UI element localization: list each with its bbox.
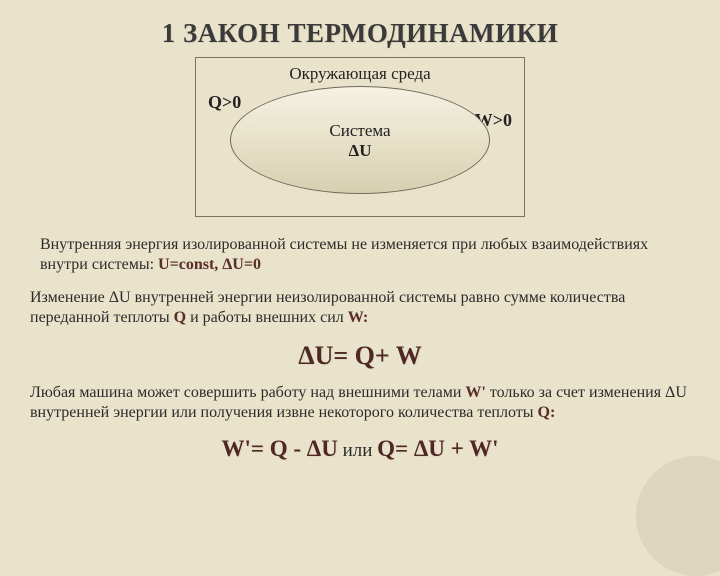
system-delta-u: ΔU bbox=[349, 141, 372, 161]
paragraph-nonisolated-system: Изменение ΔU внутренней энергии неизолир… bbox=[30, 288, 690, 329]
environment-label: Окружающая среда bbox=[206, 64, 514, 84]
page-title: 1 ЗАКОН ТЕРМОДИНАМИКИ bbox=[28, 18, 692, 49]
p3-text-a: Любая машина может совершить работу над … bbox=[30, 384, 465, 401]
environment-box: Окружающая среда Q>0 W>0 Система ΔU bbox=[195, 57, 525, 217]
slide: 1 ЗАКОН ТЕРМОДИНАМИКИ Окружающая среда Q… bbox=[0, 0, 720, 540]
formula-work-heat: W'= Q - ΔU или Q= ΔU + W' bbox=[28, 436, 692, 462]
p1-text: Внутренняя энергия изолированной системы… bbox=[40, 236, 648, 273]
system-label: Система bbox=[329, 120, 390, 141]
p3-q: Q: bbox=[538, 404, 556, 421]
q-inflow-label: Q>0 bbox=[208, 92, 241, 113]
p2-q: Q bbox=[174, 309, 186, 326]
paragraph-isolated-system: Внутренняя энергия изолированной системы… bbox=[30, 235, 690, 276]
formula2-left: W'= Q - ΔU bbox=[221, 436, 337, 461]
system-ellipse: Система ΔU bbox=[230, 86, 490, 194]
p2-text-b: и работы внешних сил bbox=[186, 309, 348, 326]
p3-wprime: W' bbox=[465, 384, 485, 401]
decorative-circle bbox=[636, 456, 720, 576]
formula-first-law: ΔU= Q+ W bbox=[28, 341, 692, 371]
thermo-diagram: Окружающая среда Q>0 W>0 Система ΔU bbox=[195, 57, 525, 217]
paragraph-machine-work: Любая машина может совершить работу над … bbox=[30, 383, 690, 424]
formula2-right: Q= ΔU + W' bbox=[377, 436, 498, 461]
p1-formula-inline: U=const, ΔU=0 bbox=[158, 256, 261, 273]
p2-w: W: bbox=[348, 309, 368, 326]
formula2-or: или bbox=[338, 440, 377, 461]
